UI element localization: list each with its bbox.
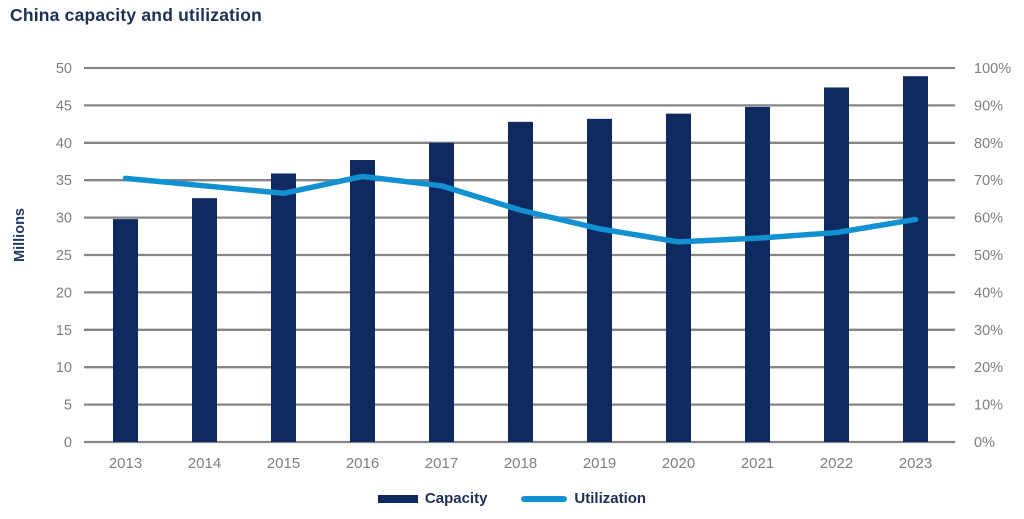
legend-label-capacity: Capacity	[424, 490, 488, 507]
right-axis-tick: 80%	[974, 136, 1003, 152]
utilization-swatch-icon	[521, 495, 568, 502]
right-axis-tick: 40%	[974, 285, 1003, 301]
capacity-bar-2019	[587, 118, 612, 442]
legend-item-capacity: Capacity	[377, 490, 488, 507]
x-axis-label-2013: 2013	[109, 455, 142, 472]
x-axis-label-2019: 2019	[583, 455, 616, 472]
x-axis-label-2015: 2015	[267, 455, 300, 472]
left-axis-title: Millions	[12, 208, 28, 262]
x-axis-label-2017: 2017	[425, 455, 458, 472]
utilization-line	[122, 173, 919, 245]
capacity-bar-2016	[350, 160, 375, 442]
left-axis-tick: 30	[56, 211, 72, 227]
right-axis-tick: 30%	[974, 323, 1003, 339]
right-axis-tick: 90%	[974, 98, 1003, 114]
left-axis-tick: 15	[56, 323, 72, 339]
x-axis-label-2022: 2022	[820, 455, 853, 472]
left-axis-tick: 40	[56, 136, 72, 152]
left-axis-tick: 50	[56, 61, 72, 77]
left-axis-tick: 35	[56, 173, 72, 189]
x-axis-label-2016: 2016	[346, 455, 379, 472]
x-axis-label-2021: 2021	[741, 455, 774, 472]
x-axis-label-2018: 2018	[504, 455, 537, 472]
capacity-bar-2022	[824, 87, 849, 442]
chart-legend: Capacity Utilization	[0, 490, 1024, 507]
capacity-swatch-icon	[377, 494, 418, 503]
x-axis-label-2020: 2020	[662, 455, 695, 472]
capacity-bar-2014	[192, 198, 217, 442]
right-axis-tick: 10%	[974, 398, 1003, 414]
left-axis-tick: 20	[56, 285, 72, 301]
right-axis-tick: 60%	[974, 211, 1003, 227]
legend-item-utilization: Utilization	[521, 490, 646, 507]
chart-title: China capacity and utilization	[10, 5, 263, 25]
left-axis-tick: 45	[56, 98, 72, 114]
right-axis-tick: 20%	[974, 360, 1003, 376]
capacity-bar-2013	[113, 219, 138, 442]
right-axis-tick: 50%	[974, 248, 1003, 264]
right-axis-tick: 100%	[974, 61, 1011, 77]
capacity-bar-2015	[271, 173, 296, 442]
capacity-bar-2020	[666, 113, 691, 443]
left-axis-tick: 10	[56, 360, 72, 376]
left-axis-tick: 5	[64, 398, 72, 414]
x-axis-label-2023: 2023	[899, 455, 932, 472]
capacity-bar-2018	[508, 121, 533, 442]
legend-label-utilization: Utilization	[574, 490, 647, 507]
right-axis-tick: 70%	[974, 173, 1003, 189]
x-axis-label-2014: 2014	[188, 455, 221, 472]
right-axis-tick: 0%	[974, 435, 995, 451]
capacity-bar-2017	[429, 142, 454, 443]
left-axis-tick: 25	[56, 248, 72, 264]
left-axis-tick: 0	[64, 435, 72, 451]
capacity-bar-2023	[903, 76, 928, 442]
capacity-bar-2021	[745, 106, 770, 443]
